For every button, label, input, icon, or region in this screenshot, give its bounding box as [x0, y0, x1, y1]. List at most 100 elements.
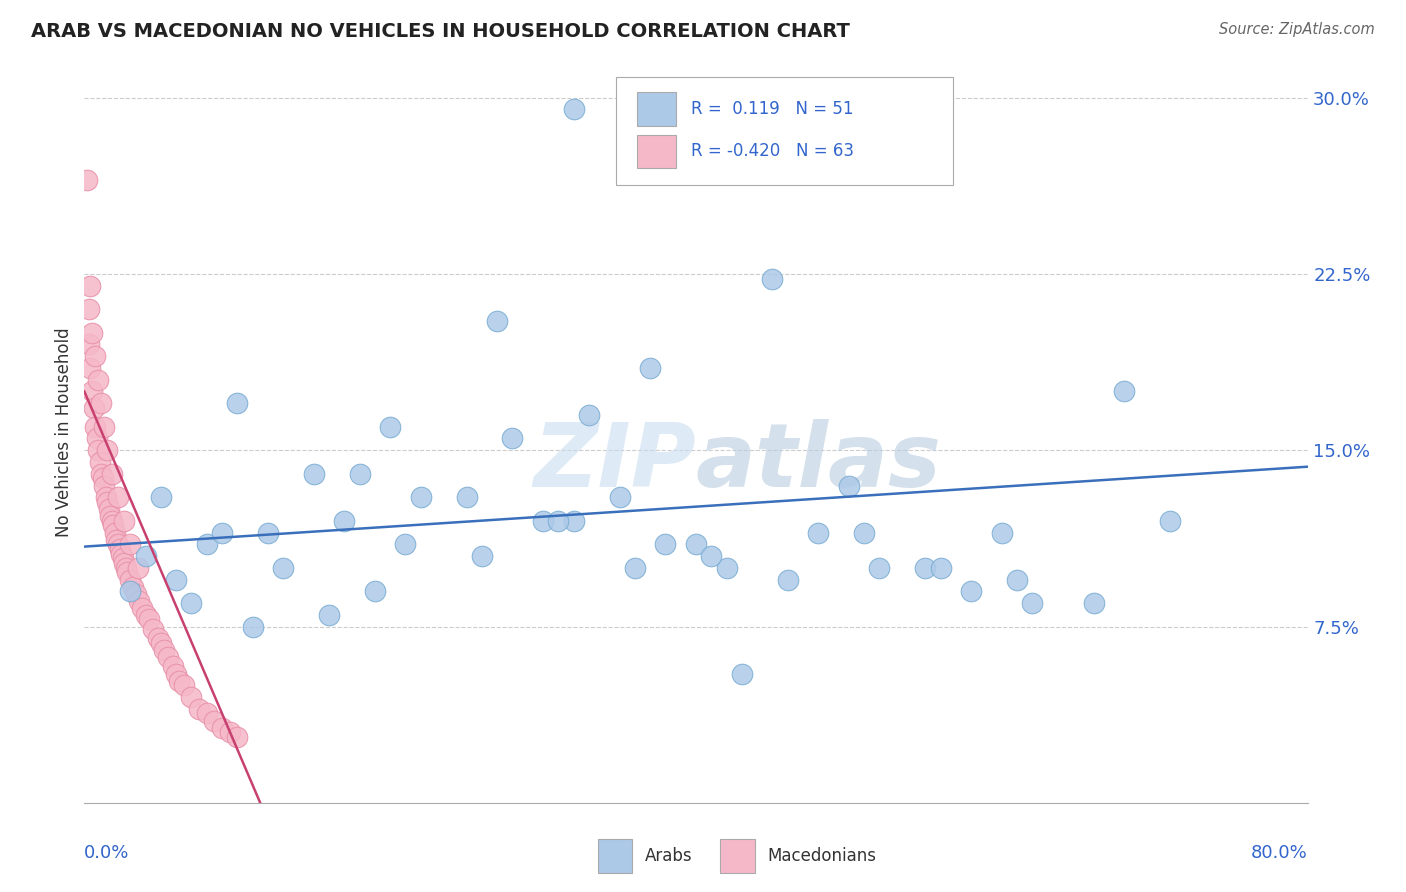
- Point: [380, 419, 402, 434]
- Point: [502, 432, 524, 446]
- Text: Source: ZipAtlas.com: Source: ZipAtlas.com: [1219, 22, 1375, 37]
- Point: [271, 561, 294, 575]
- Point: [1159, 514, 1181, 528]
- Point: [77, 302, 100, 317]
- Point: [104, 525, 127, 540]
- Point: [138, 612, 160, 626]
- Point: [153, 643, 176, 657]
- Point: [242, 619, 264, 633]
- FancyBboxPatch shape: [616, 78, 953, 185]
- Point: [188, 702, 211, 716]
- Point: [167, 673, 190, 688]
- Point: [654, 537, 676, 551]
- Point: [700, 549, 723, 563]
- Point: [84, 349, 107, 363]
- Point: [79, 361, 101, 376]
- Point: [107, 537, 129, 551]
- Point: [84, 419, 107, 434]
- Point: [149, 490, 172, 504]
- Point: [991, 525, 1014, 540]
- Point: [180, 690, 202, 704]
- Point: [76, 173, 98, 187]
- Point: [91, 471, 114, 485]
- Point: [90, 396, 112, 410]
- Point: [165, 666, 187, 681]
- Text: 0.0%: 0.0%: [84, 844, 129, 862]
- Point: [162, 659, 184, 673]
- Point: [226, 730, 249, 744]
- Point: [486, 314, 509, 328]
- Point: [131, 600, 153, 615]
- Point: [960, 584, 983, 599]
- Point: [685, 537, 707, 551]
- Point: [364, 584, 387, 599]
- Point: [101, 467, 124, 481]
- Point: [547, 514, 569, 528]
- Point: [96, 495, 118, 509]
- Point: [149, 636, 172, 650]
- FancyBboxPatch shape: [720, 839, 755, 872]
- Point: [128, 593, 150, 607]
- Point: [80, 384, 103, 399]
- Point: [120, 573, 142, 587]
- Point: [86, 432, 108, 446]
- Text: R =  0.119   N = 51: R = 0.119 N = 51: [692, 100, 853, 118]
- Point: [180, 596, 202, 610]
- FancyBboxPatch shape: [637, 135, 676, 168]
- Point: [93, 419, 115, 434]
- Point: [1114, 384, 1136, 399]
- Point: [318, 607, 340, 622]
- Point: [165, 573, 187, 587]
- Point: [807, 525, 830, 540]
- Point: [79, 278, 101, 293]
- Point: [531, 514, 554, 528]
- Point: [609, 490, 631, 504]
- Point: [105, 533, 128, 547]
- Text: ZIP: ZIP: [533, 418, 696, 506]
- Point: [110, 547, 132, 561]
- Text: Macedonians: Macedonians: [766, 847, 876, 865]
- Point: [776, 573, 799, 587]
- Point: [96, 443, 118, 458]
- Point: [142, 622, 165, 636]
- Point: [146, 632, 169, 646]
- Point: [716, 561, 738, 575]
- Text: 80.0%: 80.0%: [1251, 844, 1308, 862]
- Point: [114, 561, 136, 575]
- Point: [122, 580, 145, 594]
- Point: [761, 271, 783, 285]
- Point: [562, 103, 585, 117]
- Point: [120, 584, 142, 599]
- Text: atlas: atlas: [696, 418, 942, 506]
- Point: [226, 396, 249, 410]
- FancyBboxPatch shape: [637, 93, 676, 126]
- Point: [93, 478, 115, 492]
- Point: [111, 551, 134, 566]
- Point: [108, 541, 131, 556]
- Point: [456, 490, 478, 504]
- Point: [211, 525, 233, 540]
- Text: R = -0.420   N = 63: R = -0.420 N = 63: [692, 143, 853, 161]
- Point: [80, 326, 103, 340]
- Point: [77, 337, 100, 351]
- Point: [83, 401, 105, 415]
- Point: [89, 455, 111, 469]
- Point: [409, 490, 432, 504]
- Point: [1005, 573, 1028, 587]
- Point: [218, 725, 240, 739]
- Point: [112, 556, 135, 570]
- Point: [101, 514, 124, 528]
- Point: [211, 721, 233, 735]
- Point: [838, 478, 860, 492]
- Point: [853, 525, 876, 540]
- Point: [87, 373, 110, 387]
- Point: [624, 561, 647, 575]
- Point: [562, 514, 585, 528]
- Point: [914, 561, 936, 575]
- Point: [394, 537, 416, 551]
- Point: [302, 467, 325, 481]
- Point: [112, 514, 135, 528]
- Point: [202, 714, 225, 728]
- Point: [103, 518, 125, 533]
- Point: [173, 678, 195, 692]
